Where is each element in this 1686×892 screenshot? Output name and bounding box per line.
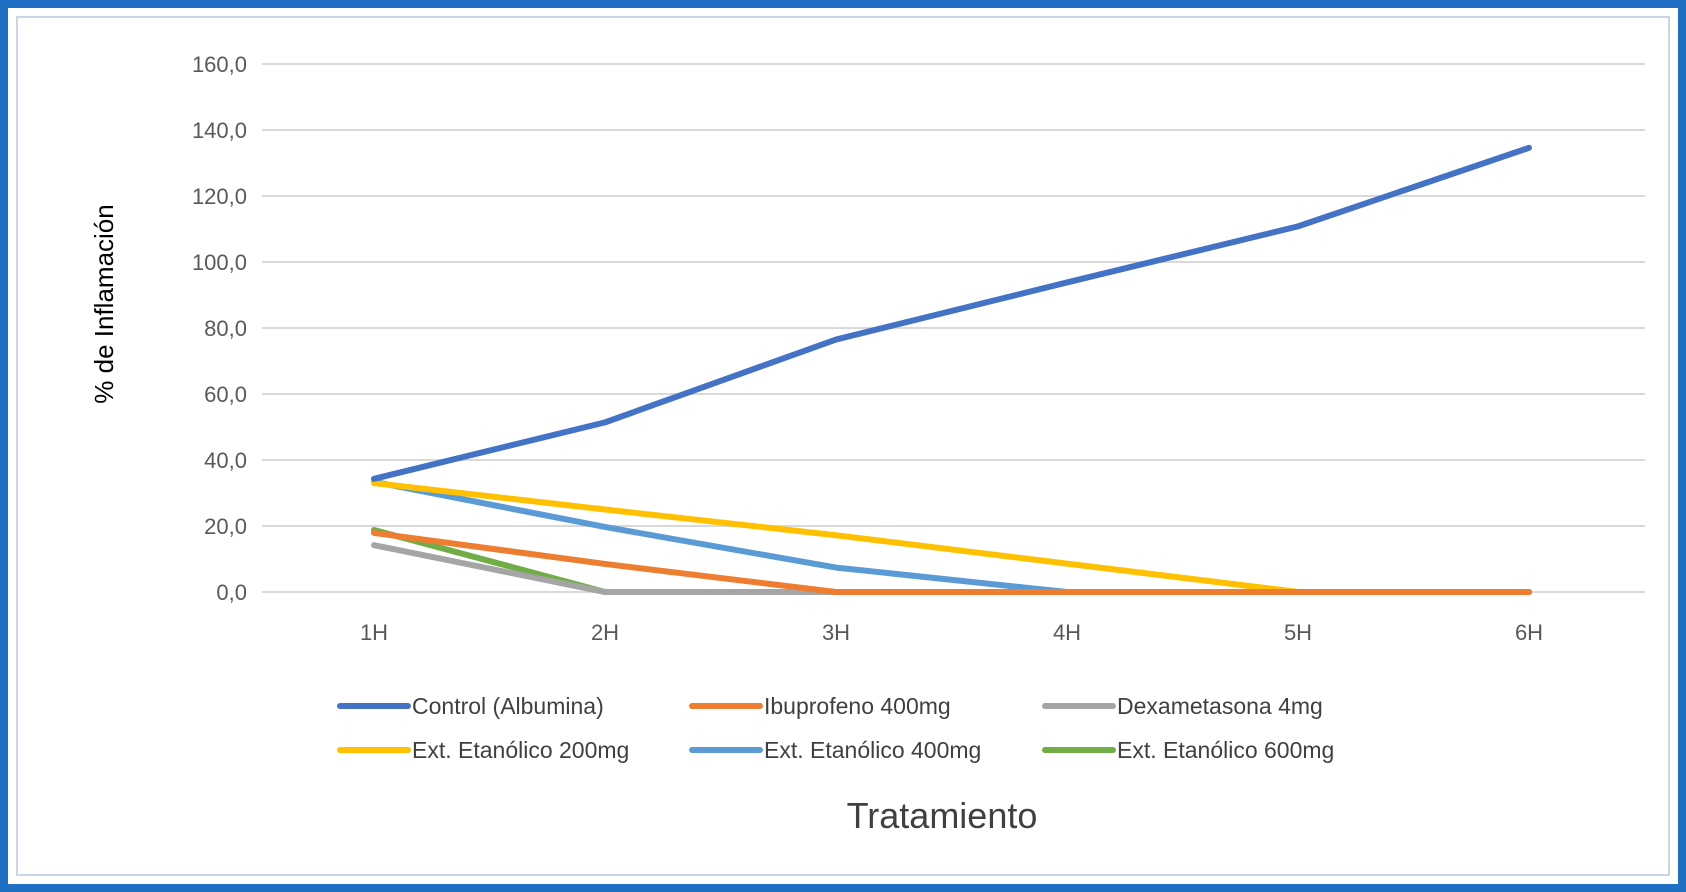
series-line bbox=[371, 529, 1532, 595]
y-tick-label: 160,0 bbox=[192, 52, 247, 77]
y-tick-label: 80,0 bbox=[204, 316, 247, 341]
y-tick-label: 0,0 bbox=[216, 580, 247, 605]
legend-label: Ibuprofeno 400mg bbox=[764, 693, 951, 719]
legend-entry: Dexametasona 4mg bbox=[1042, 693, 1323, 719]
y-tick-label: 120,0 bbox=[192, 184, 247, 209]
legend-label: Ext. Etanólico 400mg bbox=[764, 737, 981, 763]
x-tick-label: 1H bbox=[360, 620, 388, 645]
y-axis-ticks: 0,0 20,0 40,0 60,0 80,0 100,0 120,0 140,0 160,0 bbox=[192, 52, 247, 605]
y-axis-label: % de Inflamación bbox=[89, 204, 119, 403]
legend: Control (Albumina) Ibuprofeno 400mg Dexame… bbox=[337, 693, 1334, 763]
series-line bbox=[371, 144, 1532, 482]
legend-entry: Ibuprofeno 400mg bbox=[689, 693, 951, 719]
gridlines bbox=[262, 63, 1645, 593]
y-tick-label: 40,0 bbox=[204, 448, 247, 473]
x-tick-label: 2H bbox=[591, 620, 619, 645]
legend-entry: Ext. Etanólico 600mg bbox=[1042, 737, 1334, 763]
x-tick-label: 4H bbox=[1053, 620, 1081, 645]
legend-entry: Control (Albumina) bbox=[337, 693, 604, 719]
x-tick-label: 3H bbox=[822, 620, 850, 645]
legend-label: Ext. Etanólico 200mg bbox=[412, 737, 629, 763]
x-tick-label: 6H bbox=[1515, 620, 1543, 645]
y-tick-label: 100,0 bbox=[192, 250, 247, 275]
x-axis-label: Tratamiento bbox=[847, 795, 1038, 836]
legend-label: Ext. Etanólico 600mg bbox=[1117, 737, 1334, 763]
y-tick-label: 60,0 bbox=[204, 382, 247, 407]
chart-area-border bbox=[16, 16, 1670, 876]
x-axis-ticks: 1H 2H 3H 4H 5H 6H bbox=[360, 620, 1543, 645]
legend-label: Dexametasona 4mg bbox=[1117, 693, 1323, 719]
x-tick-label: 5H bbox=[1284, 620, 1312, 645]
y-tick-label: 140,0 bbox=[192, 118, 247, 143]
y-tick-label: 20,0 bbox=[204, 514, 247, 539]
series-lines bbox=[371, 144, 1532, 595]
legend-label: Control (Albumina) bbox=[412, 693, 604, 719]
legend-entry: Ext. Etanólico 400mg bbox=[689, 737, 981, 763]
legend-entry: Ext. Etanólico 200mg bbox=[337, 737, 629, 763]
